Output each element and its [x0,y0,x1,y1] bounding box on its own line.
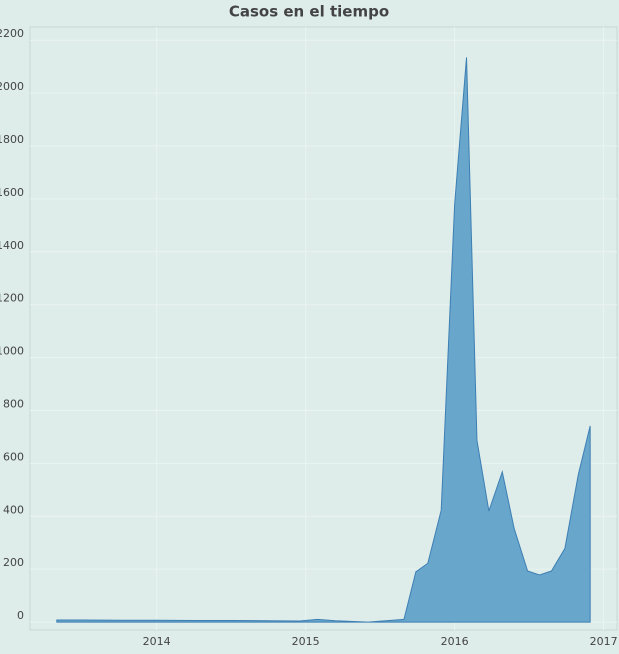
y-tick-label: 600 [3,450,24,463]
y-tick-label: 2200 [0,27,24,40]
y-tick-label: 1200 [0,292,24,305]
x-tick-label: 2015 [292,635,320,648]
y-tick-label: 800 [3,397,24,410]
chart-title: Casos en el tiempo [229,3,389,21]
x-tick-label: 2017 [590,635,618,648]
y-tick-label: 1400 [0,239,24,252]
x-tick-label: 2014 [143,635,171,648]
y-tick-label: 0 [17,609,24,622]
y-tick-label: 1000 [0,345,24,358]
area [56,57,591,623]
y-tick-label: 1600 [0,186,24,199]
y-tick-label: 1800 [0,133,24,146]
y-tick-label: 200 [3,556,24,569]
y-tick-label: 400 [3,503,24,516]
x-tick-label: 2016 [441,635,469,648]
y-tick-label: 2000 [0,80,24,93]
plot-frame [29,26,618,631]
